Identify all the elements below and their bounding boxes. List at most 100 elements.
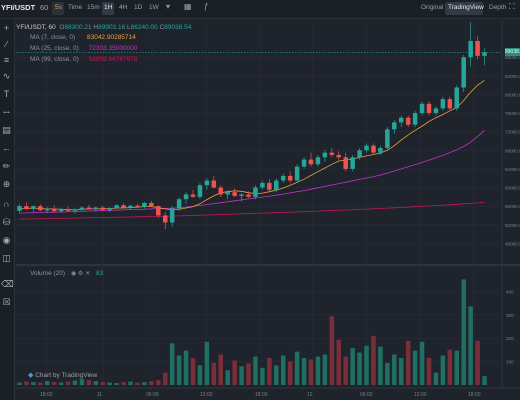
chart-axes: 88000.00 84000.00 80000.00 76000.00 72000.00… — [40, 55, 520, 398]
candle-body — [121, 205, 126, 208]
candle-body — [24, 206, 29, 209]
volume-legend[interactable]: Volume (20) ◉ ⚙ ✕ 83 — [30, 270, 103, 277]
candle-body — [267, 182, 272, 190]
volume-bar — [211, 362, 217, 385]
volume-bar — [142, 382, 147, 385]
price-tick-label: 52000.00 — [505, 223, 520, 228]
ma25-legend[interactable]: MA (25, close, 0) 72303.35000000 — [30, 45, 137, 52]
chart-type-icon[interactable]: ▦ — [184, 2, 192, 11]
brush-icon[interactable]: ∿ — [2, 71, 11, 81]
eye-icon[interactable]: ◉ — [70, 271, 77, 277]
candle-body — [350, 157, 355, 169]
volume-series — [17, 279, 487, 385]
volume-bar — [322, 354, 328, 385]
visibility-icon[interactable]: ◉ — [2, 235, 11, 245]
volume-bar — [58, 382, 64, 385]
ma25-value: 72303.35000000 — [88, 45, 138, 52]
crosshair-icon[interactable]: + — [3, 23, 10, 33]
price-tick-label: 76000.00 — [505, 111, 520, 116]
trash-icon[interactable]: ⌫ — [1, 279, 14, 289]
horizontal-lines-icon[interactable]: ≡ — [3, 55, 10, 65]
view-depth[interactable]: Depth — [489, 4, 507, 11]
candle-body — [357, 150, 362, 158]
trend-line-icon[interactable]: ∕ — [5, 39, 8, 49]
ma7-label: MA (7, close, 0) — [30, 34, 76, 41]
chevron-down-icon[interactable]: ▾ — [166, 2, 171, 11]
candle-body — [433, 108, 439, 114]
candle-body — [183, 194, 189, 200]
ma99-legend[interactable]: MA (99, close, 0) 58859.66767676 — [30, 56, 137, 63]
time-tick-label: 06:00 — [360, 392, 373, 398]
volume-bar — [482, 376, 487, 385]
candle-body — [294, 166, 300, 181]
lock-icon[interactable]: ⛁ — [2, 217, 11, 227]
volume-bar — [93, 381, 99, 385]
candle-body — [58, 208, 64, 212]
tf-4h[interactable]: 4H — [119, 4, 128, 11]
magnet-icon[interactable]: ∩ — [3, 199, 10, 209]
mode-badge[interactable]: 5s — [55, 4, 62, 11]
candle-body — [17, 206, 22, 211]
volume-bar — [405, 340, 411, 385]
tf-1h[interactable]: 1H — [104, 4, 113, 11]
candle-body — [308, 159, 314, 165]
time-tick-label: 18:00 — [468, 392, 481, 398]
ma7-legend[interactable]: MA (7, close, 0) 83042.90285714 — [30, 34, 136, 41]
tf-time[interactable]: Time — [68, 4, 83, 11]
time-tick-label: 06:00 — [146, 392, 159, 398]
candle-body — [412, 113, 418, 125]
tf-1d[interactable]: 1D — [134, 4, 143, 11]
view-original[interactable]: Original — [421, 4, 444, 11]
volume-bar — [274, 365, 279, 385]
indicators-icon[interactable]: ƒ — [204, 2, 209, 11]
view-tradingview[interactable]: TradingView — [448, 4, 484, 11]
volume-bar — [107, 382, 112, 385]
tf-15m[interactable]: 15m — [87, 4, 100, 11]
text-tool-icon[interactable]: T — [3, 89, 10, 99]
volume-bar — [190, 357, 196, 385]
tf-1w[interactable]: 1W — [149, 4, 159, 11]
back-arrow-icon[interactable]: ← — [2, 143, 11, 153]
close-value: 89038.54 — [164, 24, 192, 31]
symbol-title[interactable]: YFI/USDT — [1, 3, 36, 12]
volume-bar — [225, 370, 230, 385]
candle-body — [211, 180, 217, 188]
candle-body — [218, 187, 224, 195]
candle-body — [128, 205, 133, 208]
candle-body — [426, 103, 432, 114]
price-tick-label: 72000.00 — [505, 130, 520, 135]
candle-body — [392, 122, 397, 130]
volume-bar — [267, 357, 272, 385]
zoom-icon[interactable]: ⊕ — [2, 179, 11, 189]
candle-body — [149, 202, 154, 207]
interval-label[interactable]: 60 — [40, 3, 49, 12]
candle-body — [322, 152, 328, 158]
candle-body — [482, 52, 487, 56]
fullscreen-icon[interactable]: ⛶ — [509, 2, 515, 11]
price-tick-label: 80000.00 — [505, 92, 520, 97]
candle-body — [135, 205, 140, 208]
pattern-icon[interactable]: ⥎ — [2, 107, 11, 117]
volume-bar — [253, 356, 258, 385]
candle-body — [31, 206, 36, 209]
volume-bar — [343, 356, 348, 385]
close-icon[interactable]: ✕ — [85, 271, 91, 277]
candle-body — [51, 208, 57, 212]
time-tick-label: 12:00 — [414, 392, 427, 398]
layers-icon[interactable]: ◫ — [2, 253, 11, 263]
delete-icon[interactable]: ☒ — [2, 297, 11, 307]
volume-tick-label: 300 — [506, 313, 514, 318]
ma99-label: MA (99, close, 0) — [30, 56, 79, 63]
settings-icon[interactable]: ⚙ — [77, 271, 84, 277]
volume-bar — [218, 354, 224, 385]
volume-bar — [440, 355, 446, 385]
ruler-icon[interactable]: ✏ — [2, 161, 11, 171]
candle-body — [107, 208, 112, 210]
mode-badge-bg[interactable] — [52, 2, 64, 15]
volume-bar — [461, 279, 466, 385]
volume-bar — [475, 340, 480, 385]
candlestick-series — [17, 22, 487, 230]
volume-bar — [392, 354, 397, 385]
fib-icon[interactable]: ▤ — [2, 125, 11, 135]
